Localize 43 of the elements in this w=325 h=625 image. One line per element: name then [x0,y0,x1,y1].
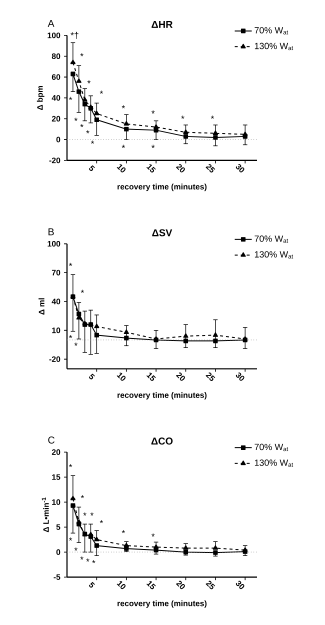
annotation: * [68,334,72,338]
annotation: * [122,105,126,108]
chart-title: ΔCO [151,438,173,445]
annotation: * [90,512,94,516]
annotation: * [68,262,72,266]
annotation: * [74,118,78,121]
text: A [48,20,54,27]
annotation: * [80,495,84,498]
annotation: * [151,534,155,537]
annotation: * [122,144,126,148]
annotation: * [90,140,94,144]
annotation: * [74,548,78,551]
annotation: * [151,144,155,148]
annotation: * [80,556,84,560]
annotation: * [151,110,155,114]
annotation: * [86,130,90,134]
annotation: * [80,53,84,56]
annotation: * [74,342,78,346]
annotation: * [68,464,72,468]
annotation: * [80,290,84,293]
annotation: * [86,558,90,562]
legend-label: 130% W$_{at}$ [254,42,294,50]
annotation: * [92,560,96,564]
annotation: * [100,90,104,94]
annotation: * [181,116,184,119]
chart-title: ΔSV [152,229,172,236]
annotation: * [87,80,91,84]
text: C [48,436,55,444]
legend-label: 70% W$_{at}$ [254,235,288,243]
annotation: * [210,116,214,119]
annotation: * [68,96,72,100]
annotation: *† [70,32,78,39]
text: B [48,228,54,236]
legend-label: 70% W$_{at}$ [254,27,288,34]
annotation: * [68,538,72,541]
legend-label: 70% W$_{at}$ [254,444,288,452]
legend-label: 130% W$_{at}$ [254,251,294,259]
annotation: * [122,530,126,534]
annotation: * [83,512,86,516]
chart-title: ΔHR [152,21,173,28]
annotation: * [100,520,104,524]
legend-label: 130% W$_{at}$ [254,460,294,467]
annotation: * [80,124,84,128]
